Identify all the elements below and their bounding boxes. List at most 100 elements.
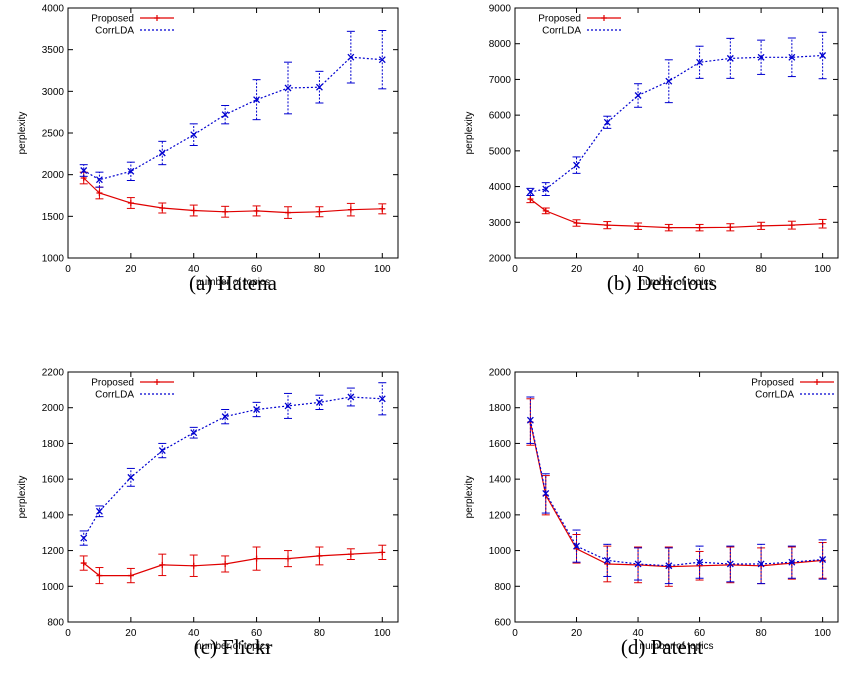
data-point bbox=[634, 560, 642, 568]
data-point bbox=[379, 205, 386, 212]
data-point bbox=[757, 560, 765, 568]
chart-panel-1: 1000 1500 2000 2500 3000 3500 4000 0 20 40 60 80 100… bbox=[17, 4, 399, 295]
data-point bbox=[819, 52, 827, 59]
data-point bbox=[727, 224, 734, 231]
y-tick-label: 2000 bbox=[489, 368, 512, 379]
data-point bbox=[95, 176, 103, 184]
plot-frame bbox=[514, 371, 839, 623]
x-tick-label: 100 bbox=[814, 628, 831, 639]
data-point bbox=[542, 185, 550, 193]
x-tick-label: 0 bbox=[512, 264, 518, 275]
data-point bbox=[696, 558, 704, 566]
series-proposed bbox=[526, 195, 827, 232]
x-tick-label: 80 bbox=[314, 264, 326, 275]
legend-label: CorrLDA bbox=[95, 26, 134, 37]
data-point bbox=[253, 96, 261, 104]
y-tick-label: 4000 bbox=[42, 4, 65, 15]
data-point bbox=[315, 398, 323, 406]
series-line bbox=[83, 56, 383, 181]
chart-caption: (b) Delicious bbox=[607, 271, 717, 295]
data-point bbox=[542, 489, 550, 497]
data-point bbox=[542, 207, 549, 214]
y-tick-label: 7000 bbox=[489, 75, 512, 86]
y-tick-label: 1600 bbox=[42, 475, 65, 486]
series-corrlda bbox=[79, 382, 387, 546]
data-point bbox=[665, 77, 673, 85]
series-corrlda bbox=[79, 30, 387, 188]
data-point bbox=[726, 54, 734, 62]
legend-label: Proposed bbox=[538, 14, 581, 25]
data-point bbox=[526, 188, 534, 196]
data-point bbox=[127, 572, 134, 579]
x-tick-label: 100 bbox=[374, 628, 391, 639]
y-tick-label: 1500 bbox=[42, 212, 65, 223]
y-axis-label: perplexity bbox=[464, 112, 475, 155]
x-axis-label: number of topics bbox=[196, 641, 270, 652]
legend-marker bbox=[154, 379, 160, 385]
legend-label: Proposed bbox=[91, 14, 134, 25]
series-corrlda bbox=[526, 396, 827, 585]
data-point bbox=[221, 413, 229, 421]
chart-caption: (c) Flickr bbox=[194, 635, 273, 659]
series-line bbox=[529, 421, 823, 568]
data-point bbox=[315, 83, 323, 91]
data-point bbox=[222, 560, 229, 567]
data-point bbox=[127, 167, 135, 175]
data-point bbox=[527, 196, 534, 203]
x-axis-label: number of topics bbox=[640, 641, 714, 652]
y-tick-label: 3000 bbox=[42, 87, 65, 98]
data-point bbox=[190, 429, 198, 437]
y-axis-label: perplexity bbox=[17, 112, 28, 155]
y-tick-label: 2000 bbox=[42, 170, 65, 181]
data-point bbox=[285, 555, 291, 562]
plot-frame bbox=[67, 7, 399, 259]
legend-marker bbox=[601, 15, 607, 21]
data-point bbox=[696, 224, 703, 231]
legend-label: Proposed bbox=[751, 378, 794, 389]
data-point bbox=[347, 53, 355, 61]
y-tick-label: 600 bbox=[494, 618, 511, 629]
data-point bbox=[80, 534, 88, 542]
x-tick-label: 40 bbox=[632, 264, 644, 275]
x-tick-label: 80 bbox=[314, 628, 326, 639]
data-point bbox=[284, 84, 292, 92]
data-point bbox=[190, 562, 197, 569]
y-tick-label: 3500 bbox=[42, 45, 65, 56]
y-tick-label: 2000 bbox=[42, 403, 65, 414]
x-tick-label: 0 bbox=[512, 628, 518, 639]
x-tick-label: 40 bbox=[188, 264, 200, 275]
data-point bbox=[758, 222, 765, 229]
data-point bbox=[95, 507, 103, 515]
chart-caption: (d) Patent bbox=[621, 635, 703, 659]
x-tick-label: 0 bbox=[65, 264, 71, 275]
data-point bbox=[285, 209, 291, 216]
data-point bbox=[603, 118, 611, 126]
y-tick-label: 1000 bbox=[42, 582, 65, 593]
legend-label: Proposed bbox=[91, 378, 134, 389]
chart-caption: (a) Hatena bbox=[189, 271, 278, 295]
y-tick-label: 2200 bbox=[42, 368, 65, 379]
y-tick-label: 1200 bbox=[42, 546, 65, 557]
data-point bbox=[159, 205, 166, 211]
x-axis-label: number of topics bbox=[640, 277, 714, 288]
data-point bbox=[222, 208, 229, 215]
y-tick-label: 1800 bbox=[42, 439, 65, 450]
legend-label: CorrLDA bbox=[755, 390, 794, 401]
data-point bbox=[603, 556, 611, 564]
y-tick-label: 2500 bbox=[42, 129, 65, 140]
data-point bbox=[526, 416, 534, 424]
data-point bbox=[253, 406, 261, 413]
series-line bbox=[83, 396, 383, 539]
data-point bbox=[634, 92, 642, 99]
y-tick-label: 1000 bbox=[489, 546, 512, 557]
data-point bbox=[696, 58, 704, 66]
data-point bbox=[604, 222, 611, 229]
y-tick-label: 8000 bbox=[489, 39, 512, 50]
data-point bbox=[757, 53, 765, 61]
series-corrlda bbox=[526, 31, 827, 196]
x-tick-label: 100 bbox=[374, 264, 391, 275]
x-tick-label: 60 bbox=[251, 628, 263, 639]
x-tick-label: 60 bbox=[251, 264, 263, 275]
